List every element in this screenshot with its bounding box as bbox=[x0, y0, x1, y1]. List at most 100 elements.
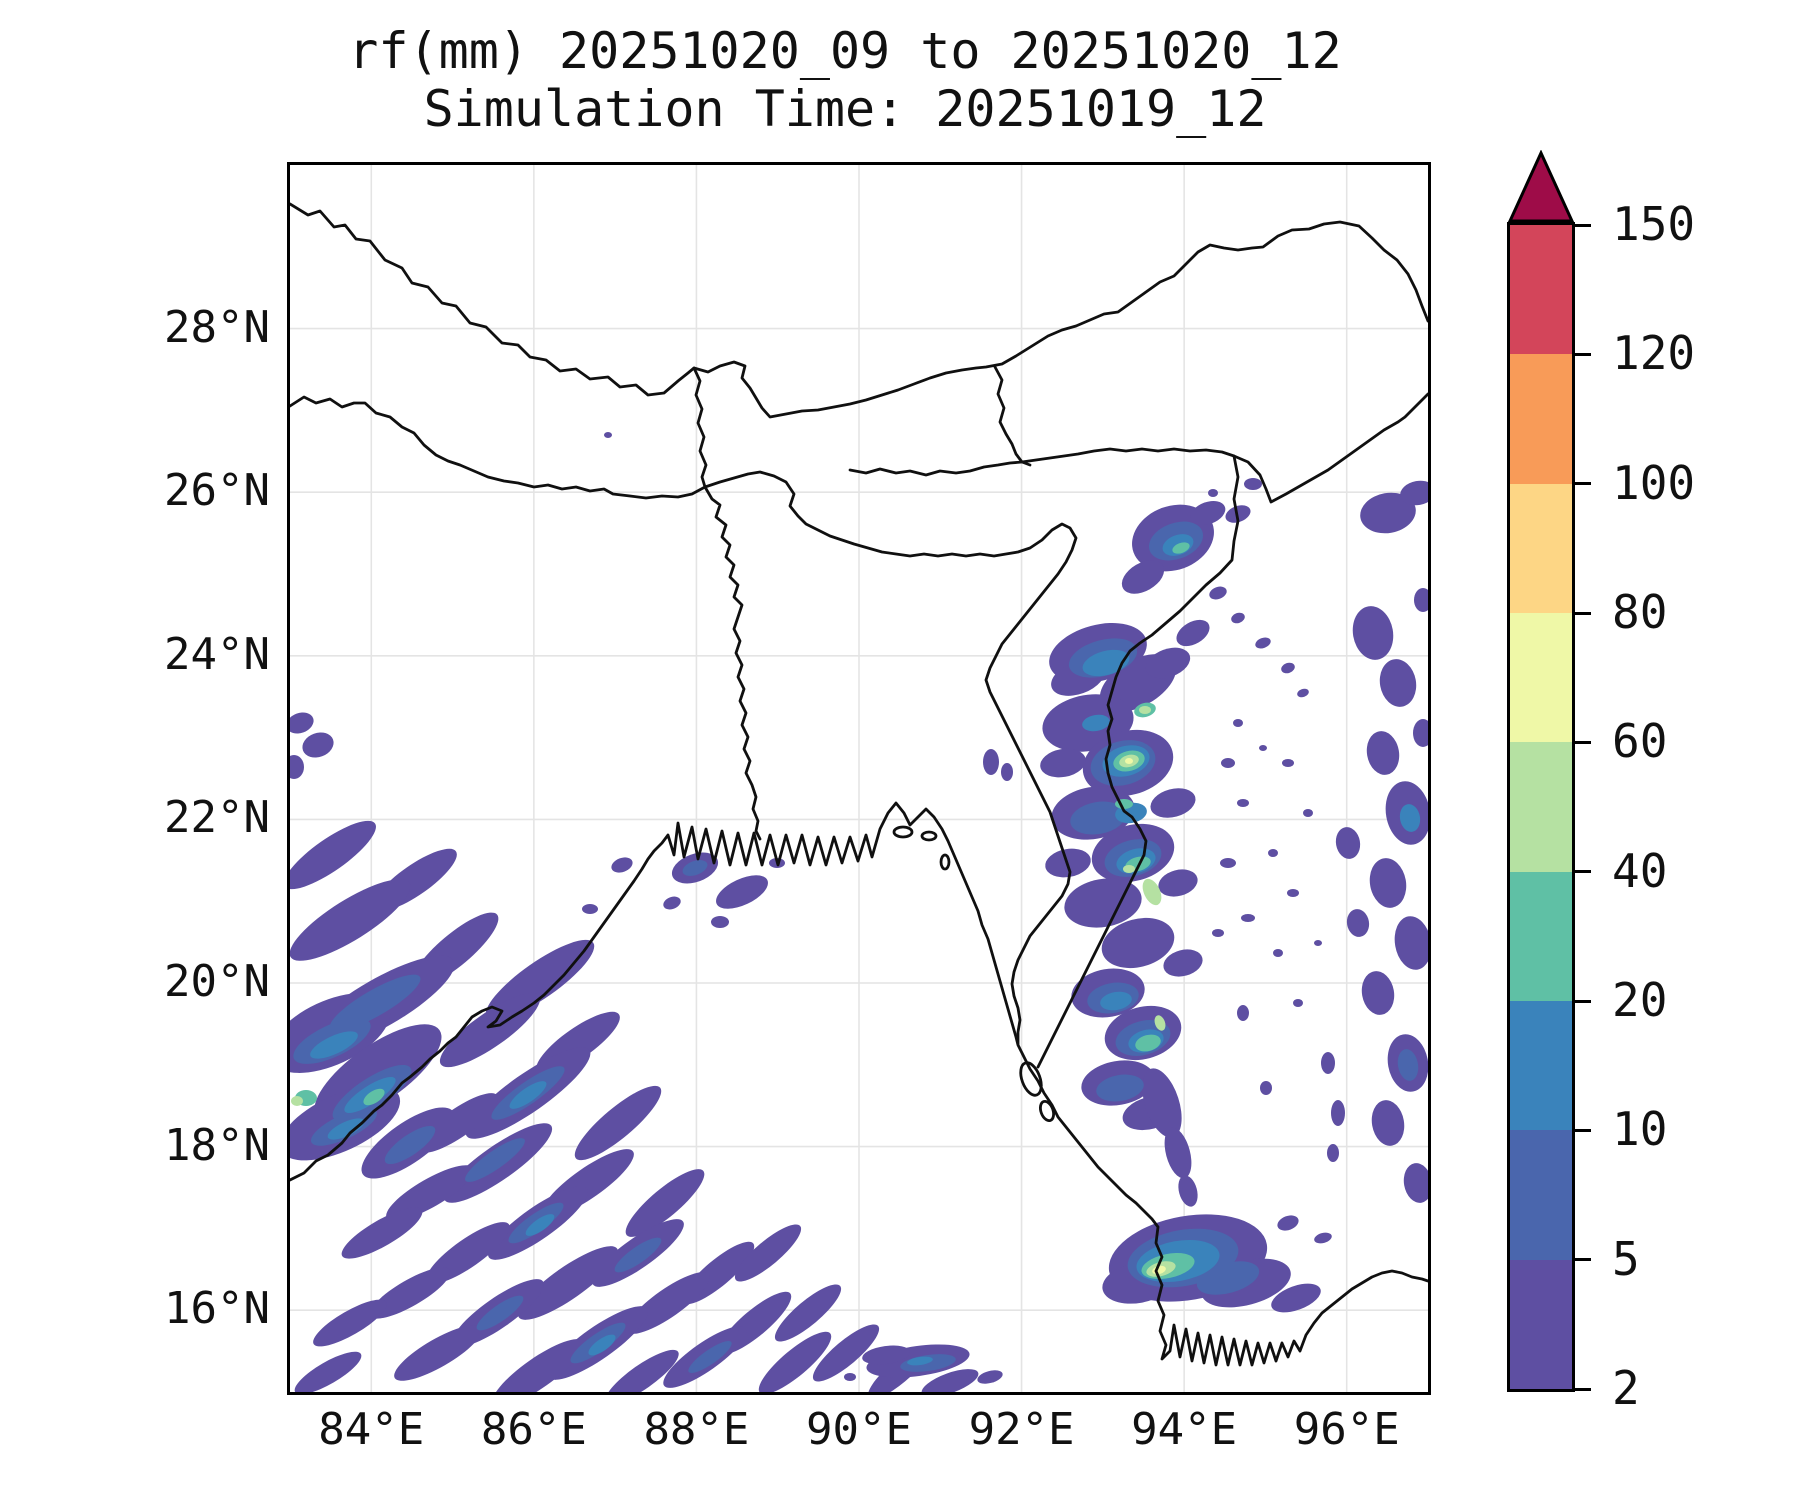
colorbar-tick-label: 2 bbox=[1612, 1361, 1640, 1415]
rain-cell bbox=[614, 1237, 662, 1273]
rain-cell bbox=[417, 1093, 499, 1153]
rain-cell bbox=[294, 1351, 362, 1392]
rain-cell bbox=[1277, 1215, 1299, 1231]
rain-cell bbox=[1293, 999, 1303, 1007]
rain-cell bbox=[582, 904, 598, 914]
plot-subtitle: Simulation Time: 20251019_12 bbox=[423, 80, 1267, 138]
y-tick-label: 22°N bbox=[164, 792, 270, 844]
colorbar-segment bbox=[1510, 354, 1572, 484]
rain-cell bbox=[574, 1085, 662, 1161]
map-axes bbox=[287, 162, 1431, 1395]
colorbar-segment bbox=[1510, 1000, 1572, 1131]
y-tick-label: 20°N bbox=[164, 956, 270, 1007]
rain-cell bbox=[1123, 865, 1135, 873]
rain-cell bbox=[1413, 719, 1428, 747]
rain-cell bbox=[774, 1284, 842, 1342]
rain-cell bbox=[1135, 1034, 1161, 1052]
rain-cell bbox=[625, 1169, 705, 1237]
rain-cell bbox=[1400, 480, 1428, 506]
y-tick-label: 26°N bbox=[164, 465, 270, 517]
rain-cell bbox=[1145, 647, 1191, 679]
rain-cell bbox=[1125, 758, 1133, 764]
rain-cell bbox=[663, 896, 681, 910]
island-outline bbox=[920, 830, 938, 842]
rain-cell bbox=[1255, 637, 1271, 649]
rain-cell bbox=[1100, 991, 1132, 1011]
colorbar-tick-label: 10 bbox=[1612, 1102, 1668, 1157]
colorbar-segment bbox=[1510, 483, 1572, 613]
bhutan-east-border bbox=[993, 365, 1032, 467]
rain-cell bbox=[1321, 1052, 1335, 1074]
rain-cell bbox=[290, 820, 376, 890]
rain-cell bbox=[1314, 940, 1322, 946]
grid-layer bbox=[290, 165, 1428, 1392]
colorbar-tick bbox=[1575, 870, 1591, 874]
colorbar-tick-label: 100 bbox=[1612, 455, 1696, 510]
rain-cell bbox=[983, 749, 999, 775]
rain-cell bbox=[1142, 878, 1162, 906]
colorbar-tick bbox=[1575, 1258, 1591, 1262]
rain-cell bbox=[711, 916, 729, 928]
rain-cell bbox=[758, 1331, 832, 1392]
plot-title: rf(mm) 20251020_09 to 20251020_12 bbox=[348, 22, 1342, 80]
x-tick-label: 92°E bbox=[968, 1404, 1075, 1455]
rain-cell bbox=[1163, 949, 1203, 977]
rain-cell bbox=[1164, 1127, 1192, 1179]
rain-cell bbox=[1273, 949, 1283, 957]
rain-cell bbox=[1158, 869, 1198, 897]
x-tick-label: 90°E bbox=[806, 1404, 912, 1455]
rain-cell bbox=[1176, 619, 1210, 647]
rain-cell bbox=[626, 1272, 710, 1334]
island-outline bbox=[939, 853, 951, 871]
rain-cell bbox=[1303, 809, 1313, 817]
rain-cell bbox=[1314, 1232, 1332, 1244]
coastline bbox=[290, 801, 1428, 1367]
rain-cell bbox=[302, 732, 334, 758]
rain-cell bbox=[1244, 478, 1262, 490]
island-outline bbox=[1039, 1099, 1055, 1123]
y-tick-label: 24°N bbox=[164, 628, 270, 680]
rain-cell bbox=[1233, 719, 1243, 727]
rain-cell bbox=[1282, 759, 1294, 767]
rain-cell bbox=[290, 879, 411, 961]
x-tick-label: 84°E bbox=[318, 1404, 425, 1455]
rain-cell bbox=[1241, 914, 1255, 922]
y-tick-label: 16°N bbox=[164, 1283, 270, 1335]
rain-cell bbox=[688, 1341, 732, 1373]
rain-cell bbox=[290, 712, 314, 734]
rain-cell bbox=[1231, 612, 1245, 624]
rain-cell bbox=[509, 1081, 547, 1109]
rain-cell bbox=[1237, 1005, 1249, 1021]
rain-cell bbox=[1397, 1049, 1419, 1081]
rain-cell bbox=[1150, 788, 1196, 818]
rain-cell bbox=[1221, 758, 1235, 768]
rain-cell bbox=[812, 1324, 880, 1382]
colorbar-segment bbox=[1510, 1130, 1572, 1260]
rain-cell bbox=[1327, 1144, 1339, 1162]
rain-cell bbox=[1196, 1261, 1260, 1295]
rain-cell bbox=[1070, 801, 1126, 835]
rain-cell bbox=[1209, 586, 1227, 600]
rain-cell bbox=[1064, 878, 1142, 928]
rain-cell bbox=[977, 1370, 1003, 1384]
rain-cell bbox=[1399, 804, 1421, 832]
colorbar-segment bbox=[1510, 742, 1572, 872]
colorbar-tick-label: 60 bbox=[1612, 714, 1668, 769]
rain-cell bbox=[1346, 909, 1370, 937]
y-tick-label: 18°N bbox=[164, 1119, 270, 1171]
sikkim-border bbox=[692, 366, 708, 489]
colorbar-tick-label: 80 bbox=[1612, 585, 1668, 639]
rain-cell bbox=[329, 974, 421, 1032]
rain-cell bbox=[1178, 1175, 1198, 1207]
rain-cell bbox=[291, 1096, 303, 1106]
rain-cell bbox=[1237, 799, 1249, 807]
colorbar-tick bbox=[1575, 482, 1591, 486]
colorbar-segment bbox=[1510, 871, 1572, 1001]
assam-patkai-border bbox=[848, 392, 1428, 504]
colorbar-tick-label: 20 bbox=[1612, 973, 1668, 1027]
rain-cell bbox=[1335, 827, 1361, 859]
rain-cell bbox=[1001, 763, 1013, 781]
island-outline bbox=[892, 825, 914, 839]
rain-cell bbox=[1414, 588, 1428, 612]
x-tick-label: 86°E bbox=[480, 1404, 587, 1455]
